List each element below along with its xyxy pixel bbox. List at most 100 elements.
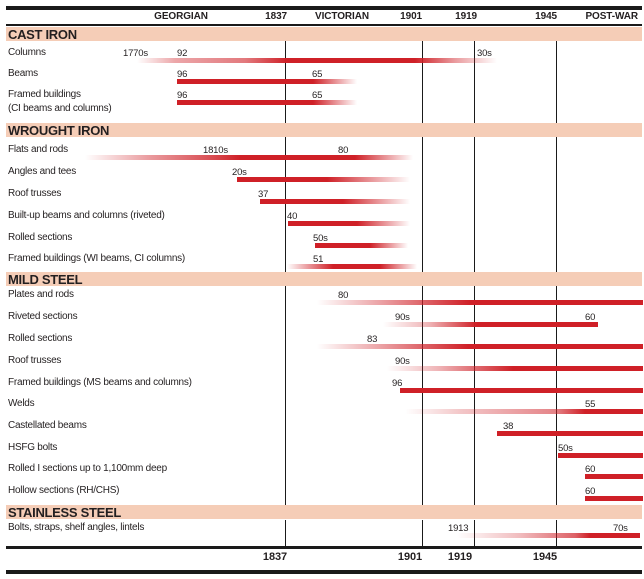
row-label-castellated-beams: Castellated beams: [8, 420, 87, 431]
bar-annotation-columns-92: 92: [177, 47, 188, 59]
bar-annotation-columns-30s: 30s: [477, 47, 492, 59]
section-band-cast-iron: [6, 27, 642, 41]
gridline-1945: [556, 137, 557, 272]
row-label-hollow-sections-rh-chs: Hollow sections (RH/CHS): [8, 485, 120, 496]
timeline-bar-angles-and-tees: [237, 177, 410, 182]
bar-annotation-plates-and-rods-80: 80: [338, 289, 349, 301]
gridline-1837: [285, 286, 286, 505]
bar-annotation-flats-and-rods-80: 80: [338, 144, 349, 156]
row-label-framed-buildings: Framed buildings: [8, 89, 81, 100]
section-title-cast-iron: CAST IRON: [8, 27, 77, 42]
bottom-rule: [6, 570, 642, 574]
row-label-roof-trusses: Roof trusses: [8, 188, 62, 199]
era-label-1919: 1919: [455, 11, 477, 22]
timeline-bar-riveted-sections: [383, 322, 598, 327]
timeline-bar-flats-and-rods: [85, 155, 413, 160]
row-label-rolled-i-sections-up-to-1-100mm-deep: Rolled I sections up to 1,100mm deep: [8, 463, 167, 474]
gridline-1837: [285, 137, 286, 272]
era-label-georgian: GEORGIAN: [154, 11, 208, 22]
gridline-1945: [556, 286, 557, 505]
bar-annotation-flats-and-rods-1810s: 1810s: [203, 144, 228, 156]
bar-annotation-hollow-sections-rh-chs-60: 60: [585, 485, 596, 497]
timeline-bar-roof-trusses: [260, 199, 410, 204]
timeline-bar-hsfg-bolts: [558, 453, 643, 458]
bar-annotation-beams-65: 65: [312, 68, 323, 80]
row-label-plates-and-rods: Plates and rods: [8, 289, 74, 300]
bar-annotation-hsfg-bolts-50s: 50s: [558, 442, 573, 454]
timeline-bar-rolled-i-sections-up-to-1-100mm-deep: [585, 474, 643, 479]
top-rule: [6, 6, 642, 10]
row-sublabel-ci-beams-and-columns: (CI beams and columns): [8, 103, 112, 114]
era-label-post-war: POST-WAR: [585, 11, 638, 22]
gridline-1919: [474, 286, 475, 505]
row-label-built-up-beams-and-columns-riveted: Built-up beams and columns (riveted): [8, 210, 165, 221]
timeline-bar-castellated-beams: [497, 431, 643, 436]
bar-annotation-rolled-i-sections-up-to-1-100mm-deep-60: 60: [585, 463, 596, 475]
bar-annotation-framed-buildings-65: 65: [312, 89, 323, 101]
bar-annotation-roof-trusses-90s: 90s: [395, 355, 410, 367]
bar-annotation-castellated-beams-38: 38: [503, 420, 514, 432]
timeline-bar-roof-trusses: [387, 366, 643, 371]
era-label-1945: 1945: [535, 11, 557, 22]
row-label-beams: Beams: [8, 68, 38, 79]
section-title-mild-steel: MILD STEEL: [8, 272, 83, 287]
timeline-bar-beams: [177, 79, 357, 84]
bar-annotation-beams-96: 96: [177, 68, 188, 80]
gridline-1945: [556, 41, 557, 123]
row-label-rolled-sections: Rolled sections: [8, 333, 73, 344]
gridline-1837: [285, 520, 286, 546]
section-title-wrought-iron: WROUGHT IRON: [8, 123, 110, 138]
row-label-columns: Columns: [8, 47, 46, 58]
timeline-bar-rolled-sections: [317, 344, 643, 349]
bar-annotation-rolled-sections-83: 83: [367, 333, 378, 345]
gridline-1901: [422, 520, 423, 546]
row-label-framed-buildings-ms-beams-and-columns: Framed buildings (MS beams and columns): [8, 377, 192, 388]
gridline-1901: [422, 41, 423, 123]
row-label-riveted-sections: Riveted sections: [8, 311, 78, 322]
section-band-mild-steel: [6, 272, 642, 286]
row-label-roof-trusses: Roof trusses: [8, 355, 62, 366]
footer-year-label-1945: 1945: [532, 551, 557, 563]
bar-annotation-rolled-sections-50s: 50s: [313, 232, 328, 244]
section-band-wrought-iron: [6, 123, 642, 137]
timeline-bar-rolled-sections: [315, 243, 408, 248]
bar-annotation-riveted-sections-60: 60: [585, 311, 596, 323]
row-label-bolts-straps-shelf-angles-lintels: Bolts, straps, shelf angles, lintels: [8, 522, 145, 533]
footer-year-label-1837: 1837: [262, 551, 287, 563]
row-label-framed-buildings-wi-beams-ci-columns: Framed buildings (WI beams, CI columns): [8, 253, 185, 264]
row-label-hsfg-bolts: HSFG bolts: [8, 442, 58, 453]
timeline-bar-columns: [137, 58, 497, 63]
bar-annotation-framed-buildings-96: 96: [177, 89, 188, 101]
bar-annotation-bolts-straps-shelf-angles-lintels-70s: 70s: [613, 522, 628, 534]
timeline-bar-welds: [405, 409, 643, 414]
timeline-bar-framed-buildings-ms-beams-and-columns: [400, 388, 643, 393]
era-label-victorian: VICTORIAN: [315, 11, 369, 22]
era-label-1901: 1901: [400, 11, 422, 22]
footer-year-label-1901: 1901: [397, 551, 422, 563]
bar-annotation-angles-and-tees-20s: 20s: [232, 166, 247, 178]
footer-year-label-1919: 1919: [447, 551, 472, 563]
row-label-rolled-sections: Rolled sections: [8, 232, 73, 243]
timeline-bar-hollow-sections-rh-chs: [585, 496, 643, 501]
timeline-bar-framed-buildings: [177, 100, 357, 105]
bar-annotation-bolts-straps-shelf-angles-lintels-1913: 1913: [448, 522, 469, 534]
section-title-stainless-steel: STAINLESS STEEL: [8, 505, 121, 520]
gridline-1919: [474, 137, 475, 272]
bar-annotation-columns-1770s: 1770s: [123, 47, 148, 59]
bar-annotation-framed-buildings-ms-beams-and-columns-96: 96: [392, 377, 403, 389]
row-label-flats-and-rods: Flats and rods: [8, 144, 68, 155]
bar-annotation-riveted-sections-90s: 90s: [395, 311, 410, 323]
bar-annotation-welds-55: 55: [585, 398, 596, 410]
gridline-1901: [422, 137, 423, 272]
bar-annotation-roof-trusses-37: 37: [258, 188, 269, 200]
row-label-angles-and-tees: Angles and tees: [8, 166, 76, 177]
row-label-welds: Welds: [8, 398, 35, 409]
timeline-bar-built-up-beams-and-columns-riveted: [288, 221, 410, 226]
gridline-1919: [474, 41, 475, 123]
bar-annotation-built-up-beams-and-columns-riveted-40: 40: [287, 210, 298, 222]
gridline-1901: [422, 286, 423, 505]
footer-rule: [6, 546, 642, 549]
timeline-bar-framed-buildings-wi-beams-ci-columns: [287, 264, 417, 269]
timeline-bar-bolts-straps-shelf-angles-lintels: [457, 533, 640, 538]
